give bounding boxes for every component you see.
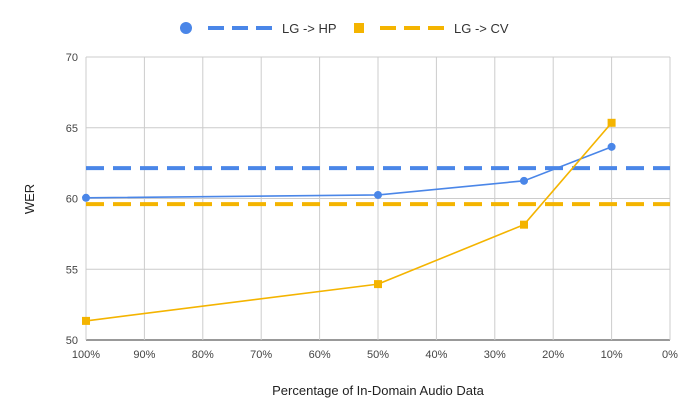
series-2-point [607,118,616,127]
x-tick-label: 30% [484,349,506,361]
y-tick-label: 50 [66,335,78,347]
y-tick-label: 60 [66,194,78,206]
legend-label-lg-hp: LG -> HP [282,21,337,36]
x-tick-label: 90% [133,349,155,361]
x-tick-label: 10% [601,349,623,361]
legend-marker-circle [180,22,192,34]
series-2-point [520,220,528,229]
series-0-point [82,193,90,202]
x-tick-label: 100% [72,349,100,361]
tick-labels: 50 55 60 65 70 100% 90% 80% 70% 60% 50% 40% 30% 20% 10… [66,52,678,361]
legend: LG -> HP LG -> CV [180,21,509,36]
y-tick-label: 70 [66,52,78,64]
x-tick-label: 0% [662,349,678,361]
x-tick-label: 60% [309,349,331,361]
x-tick-label: 50% [367,349,389,361]
series-0-line [85,146,612,199]
x-tick-label: 70% [250,349,272,361]
y-tick-label: 65 [66,123,78,135]
x-axis-title: Percentage of In-Domain Audio Data [272,383,485,398]
legend-label-lg-cv: LG -> CV [454,21,509,36]
series-2-line [85,122,613,322]
x-tick-label: 40% [425,349,447,361]
legend-marker-square [354,23,364,33]
x-tick-label: 20% [542,349,564,361]
series-layer [82,118,670,325]
series-0-point [520,176,528,185]
x-tick-label: 80% [192,349,214,361]
y-tick-label: 55 [66,264,78,276]
series-2-point [374,280,382,289]
series-0-point [607,142,616,151]
series-0-point [374,190,382,199]
series-2-point [82,316,90,325]
y-axis-title: WER [22,184,37,214]
